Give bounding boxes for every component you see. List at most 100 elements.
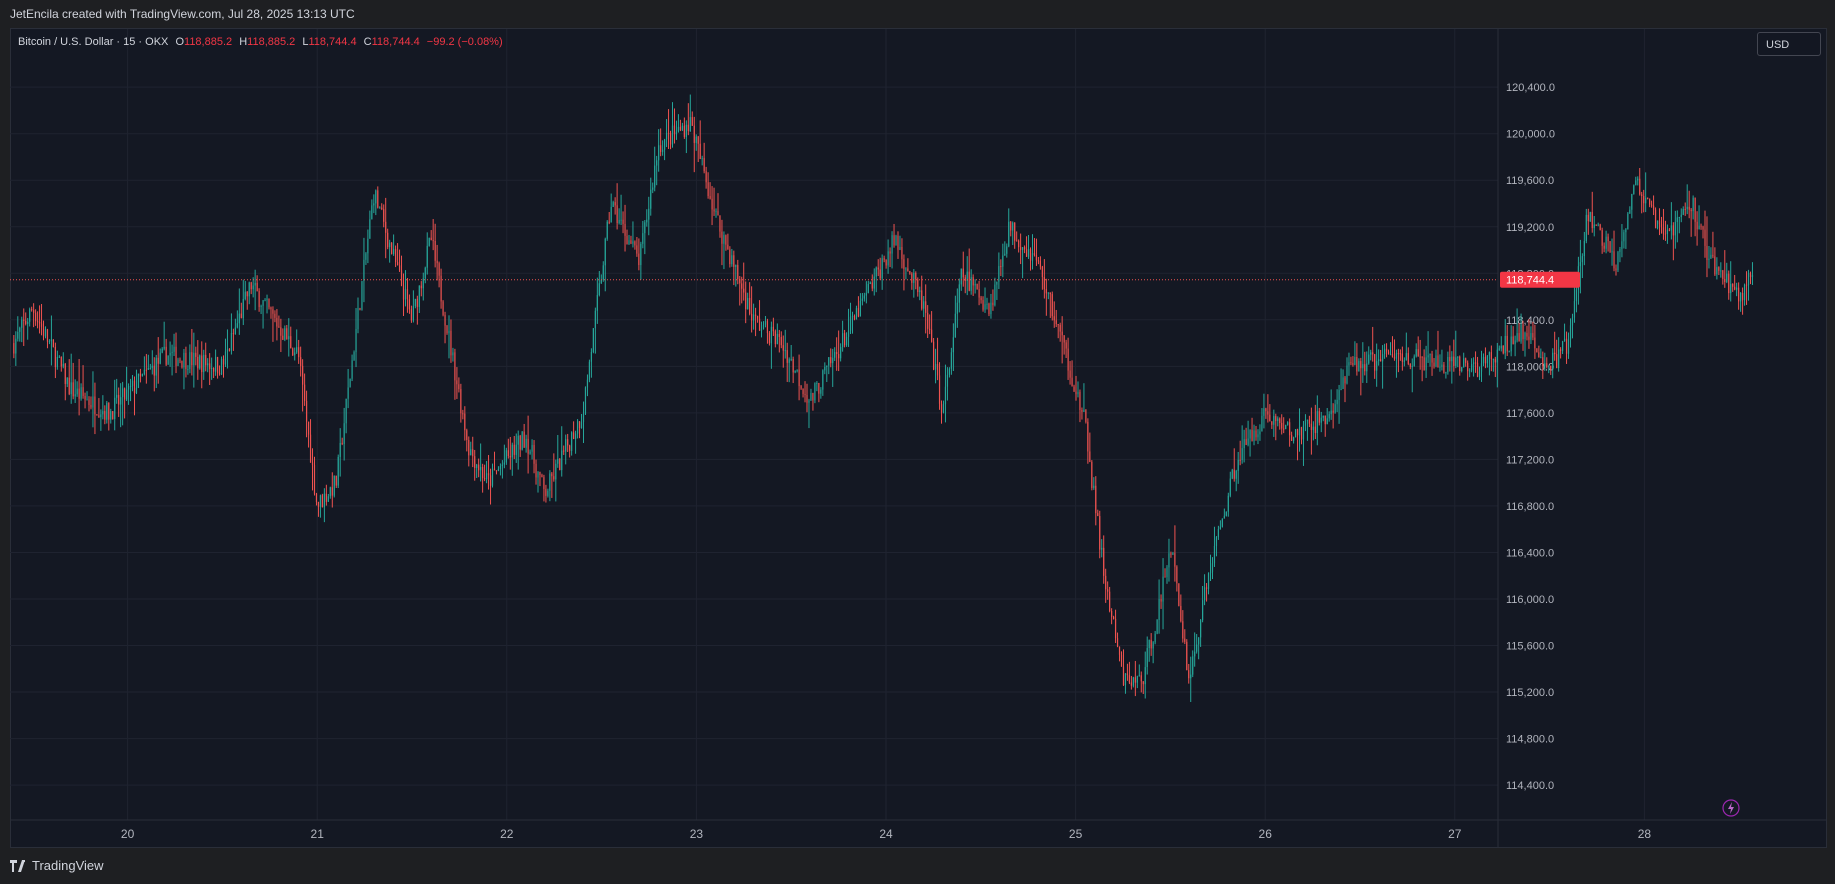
candle-body	[1504, 335, 1506, 354]
candle-body	[1172, 553, 1174, 555]
candle-body	[1544, 363, 1546, 367]
candle-body	[1356, 356, 1358, 372]
credit-text: JetEncila created with TradingView.com, …	[10, 7, 355, 21]
candle-body	[476, 464, 478, 468]
candle-body	[1152, 642, 1154, 649]
candle-body	[1146, 648, 1148, 668]
candle-body	[262, 300, 264, 306]
candle-body	[307, 421, 310, 435]
candle-body	[1101, 547, 1103, 550]
candle-body	[1542, 357, 1544, 367]
candle-body	[1389, 354, 1392, 356]
x-tick-label: 28	[1638, 827, 1652, 841]
candle-body	[929, 328, 931, 330]
candle-body	[1631, 193, 1633, 210]
candle-body	[1738, 287, 1740, 302]
candle-body	[1672, 225, 1674, 236]
candle-body	[1645, 197, 1647, 204]
candle-body	[68, 377, 70, 395]
candle-body	[258, 291, 260, 307]
candle-body	[246, 291, 248, 297]
candle-body	[1233, 469, 1235, 479]
candle-body	[962, 268, 964, 278]
y-tick-label: 117,600.0	[1506, 408, 1554, 420]
candle-body	[389, 242, 391, 248]
candle-body	[1150, 639, 1152, 649]
candle-body	[693, 125, 695, 143]
candle-body	[315, 493, 318, 502]
candle-body	[1625, 229, 1627, 233]
candle-body	[124, 388, 126, 400]
candle-body	[52, 339, 54, 347]
candle-body	[942, 404, 945, 413]
candle-body	[1696, 221, 1698, 230]
candle-body	[1720, 270, 1722, 272]
candle-body	[770, 326, 773, 344]
candle-body	[404, 289, 407, 300]
candle-body	[907, 268, 909, 272]
candle-body	[784, 350, 786, 352]
candle-body	[1496, 349, 1498, 363]
candle-body	[462, 413, 464, 415]
candlestick-chart[interactable]: 114,400.0 114,800.0 115,200.0 115,600.0 116,…	[0, 0, 1835, 848]
candle-body	[478, 464, 480, 471]
candle-body	[1170, 553, 1172, 555]
candle-body	[715, 211, 717, 213]
candle-body	[1156, 620, 1158, 634]
currency-button[interactable]: USD	[1757, 32, 1821, 56]
candle-body	[729, 249, 731, 265]
candle-body	[412, 306, 414, 321]
candle-body	[873, 276, 875, 289]
tradingview-brand[interactable]: TradingView	[10, 858, 104, 873]
candle-body	[600, 279, 602, 284]
candle-body	[1265, 408, 1267, 412]
candle-body	[50, 339, 53, 342]
candle-body	[23, 319, 25, 321]
candle-body	[1344, 377, 1346, 384]
candle-body	[1556, 354, 1558, 369]
candle-body	[1243, 439, 1245, 449]
x-tick-label: 22	[500, 827, 514, 841]
candle-body	[311, 462, 314, 466]
candle-body	[1168, 553, 1170, 568]
candle-body	[151, 365, 153, 368]
candle-body	[919, 290, 921, 293]
candle-body	[76, 388, 78, 395]
candle-body	[129, 386, 132, 388]
candle-body	[1203, 587, 1206, 601]
candle-body	[883, 258, 885, 260]
candle-body	[331, 487, 333, 496]
candle-body	[300, 357, 302, 366]
candle-body	[1000, 266, 1002, 268]
candle-body	[106, 402, 108, 420]
candle-body	[96, 414, 98, 416]
candle-body	[456, 380, 458, 385]
candle-body	[865, 292, 867, 296]
candle-body	[1674, 221, 1676, 236]
candle-body	[179, 359, 181, 361]
candle-body	[650, 189, 652, 209]
candle-body	[598, 283, 600, 296]
candle-body	[499, 466, 502, 470]
candle-body	[337, 456, 339, 486]
candle-body	[776, 333, 778, 345]
change-value: −99.2 (−0.08%)	[426, 36, 503, 48]
candle-body	[1348, 362, 1350, 366]
candle-body	[80, 387, 82, 399]
y-tick-label: 120,400.0	[1506, 82, 1555, 94]
candle-body	[1419, 356, 1421, 358]
candle-body	[614, 202, 616, 206]
candle-body	[1690, 209, 1692, 212]
symbol-name[interactable]: Bitcoin / U.S. Dollar · 15 · OKX	[18, 36, 169, 48]
candle-body	[1192, 656, 1194, 675]
candle-body	[1235, 470, 1237, 479]
candle-body	[847, 330, 850, 337]
candle-body	[578, 421, 581, 429]
candle-body	[1229, 478, 1231, 496]
lightning-icon[interactable]	[1722, 799, 1740, 817]
candle-body	[719, 215, 721, 232]
candle-body	[1443, 364, 1445, 373]
candle-body	[932, 341, 935, 370]
chart-area[interactable]	[10, 28, 1827, 848]
candle-body	[1585, 214, 1587, 242]
